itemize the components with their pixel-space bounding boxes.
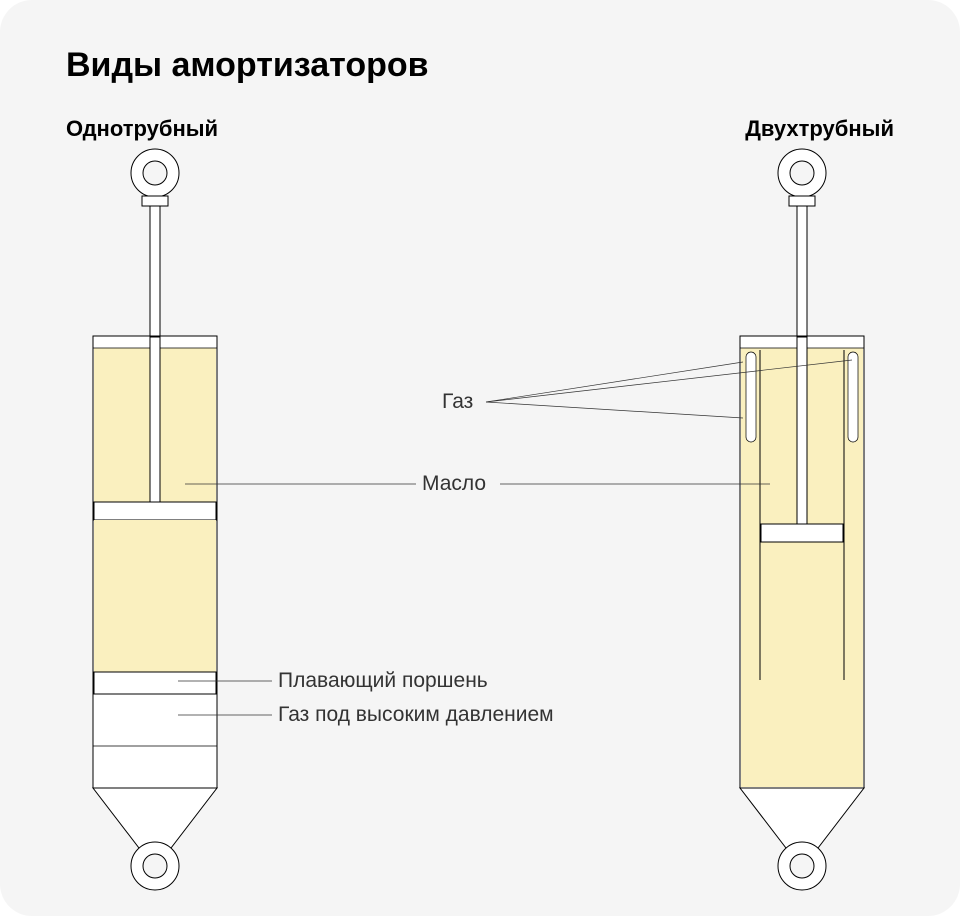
label-oil: Масло [422,472,486,495]
main-title: Виды амортизаторов [66,46,429,84]
right-gas-col-left [746,352,756,442]
label-floating-piston: Плавающий поршень [278,669,488,692]
right-gas-col-right [848,352,858,442]
left-oil-lower [94,520,216,672]
diagram-card: Виды амортизаторов Однотрубный Двухтрубн… [0,0,960,916]
diagram-svg: Виды амортизаторов Однотрубный Двухтрубн… [0,0,960,916]
right-eyelet-bottom-inner [790,854,814,878]
label-gas-hp: Газ под высоким давлением [278,703,554,726]
left-eyelet-bottom-inner [143,854,167,878]
label-gas: Газ [442,390,473,413]
left-floating-piston [94,672,216,694]
left-rod-cap [142,196,168,206]
left-rod-in-tube [150,337,160,502]
right-piston [761,524,843,542]
right-rod-cap [789,196,815,206]
left-subtitle: Однотрубный [66,116,218,141]
left-piston [94,502,216,520]
right-subtitle: Двухтрубный [745,116,894,141]
left-eyelet-top-inner [143,161,167,185]
right-eyelet-top-inner [790,161,814,185]
